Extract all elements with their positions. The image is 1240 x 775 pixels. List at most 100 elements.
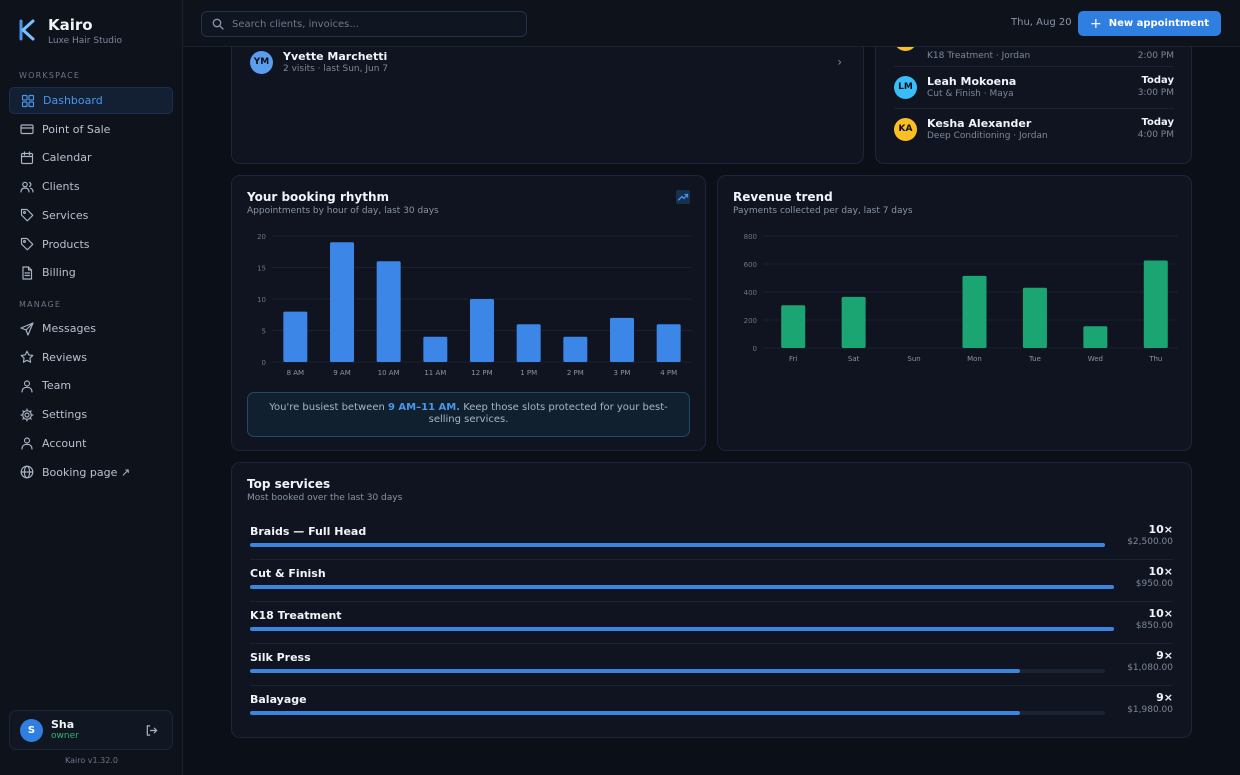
user-role: owner [51, 731, 79, 741]
sidebar-item-messages[interactable]: Messages [9, 315, 173, 342]
busiest-insight: You're busiest between 9 AM–11 AM. Keep … [247, 392, 690, 437]
appointment-day: Today [1141, 75, 1174, 86]
top-services-title: Top services [247, 477, 331, 491]
booking-rhythm-subtitle: Appointments by hour of day, last 30 day… [247, 206, 439, 216]
sidebar-item-label: Services [42, 208, 89, 222]
sidebar-item-booking-page[interactable]: Booking page ↗ [9, 459, 173, 486]
sidebar-item-account[interactable]: Account [9, 430, 173, 457]
service-revenue: $2,500.00 [1127, 537, 1173, 547]
appointment-service: K18 Treatment · Jordan [927, 51, 1031, 61]
bar[interactable] [283, 311, 308, 362]
divider [250, 685, 1173, 686]
tag-icon [20, 237, 34, 251]
user-card[interactable]: S Sha owner [9, 710, 173, 750]
y-tick-label: 400 [744, 289, 757, 297]
logout-icon[interactable] [145, 724, 158, 737]
appointment-client: Leah Mokoena [927, 74, 1017, 88]
sidebar-item-dashboard[interactable]: Dashboard [9, 87, 173, 114]
globe-icon [20, 465, 34, 479]
appointment-day: Today [1141, 117, 1174, 128]
chevron-right-icon: › [837, 55, 842, 69]
star-icon [20, 350, 34, 364]
service-row[interactable]: Braids — Full Head 10× $2,500.00 [250, 521, 1173, 563]
service-row[interactable]: Balayage 9× $1,980.00 [250, 689, 1173, 731]
top-services-card: Top services Most booked over the last 3… [231, 462, 1192, 738]
sidebar-item-label: Calendar [42, 151, 92, 165]
topbar: Thu, Aug 20 + New appointment [183, 0, 1240, 47]
service-bar-track [250, 669, 1105, 673]
y-tick-label: 15 [257, 265, 266, 273]
service-row[interactable]: Silk Press 9× $1,080.00 [250, 647, 1173, 689]
service-row[interactable]: Cut & Finish 10× $950.00 [250, 563, 1173, 605]
x-tick-label: 3 PM [614, 369, 631, 377]
x-tick-label: 11 AM [424, 369, 446, 377]
sidebar-item-calendar[interactable]: Calendar [9, 144, 173, 171]
service-row[interactable]: K18 Treatment 10× $850.00 [250, 605, 1173, 647]
service-bar-fill [250, 585, 1114, 589]
bar[interactable] [1083, 326, 1108, 348]
sidebar-item-point-of-sale[interactable]: Point of Sale [9, 116, 173, 143]
x-tick-label: 12 PM [471, 369, 492, 377]
bar[interactable] [656, 324, 681, 362]
service-count: 10× [1148, 607, 1173, 620]
client-avatar: YM [250, 50, 273, 74]
bar[interactable] [1143, 260, 1168, 349]
search-box[interactable] [201, 11, 527, 37]
new-appointment-label: New appointment [1108, 18, 1209, 29]
sidebar-item-label: Products [42, 237, 90, 251]
bar[interactable] [781, 305, 806, 348]
sidebar-item-clients[interactable]: Clients [9, 173, 173, 200]
new-appointment-button[interactable]: + New appointment [1078, 11, 1221, 36]
sidebar-item-label: Account [42, 436, 87, 450]
service-bar-track [250, 711, 1105, 715]
y-tick-label: 20 [257, 233, 266, 241]
client-name: Yvette Marchetti [283, 49, 388, 63]
user-icon [20, 436, 34, 450]
client-row[interactable]: YM Yvette Marchetti 2 visits · last Sun,… [250, 49, 846, 75]
search-icon [212, 18, 224, 30]
x-tick-label: 10 AM [378, 369, 400, 377]
search-input[interactable] [232, 18, 522, 30]
sidebar-item-reviews[interactable]: Reviews [9, 344, 173, 371]
bar[interactable] [423, 336, 448, 362]
service-name: Balayage [250, 693, 307, 706]
sidebar-item-settings[interactable]: Settings [9, 401, 173, 428]
app-version: Kairo v1.32.0 [65, 756, 118, 765]
bar[interactable] [376, 261, 401, 362]
gear-icon [20, 408, 34, 422]
logo-icon [19, 19, 35, 41]
bar[interactable] [470, 299, 494, 362]
service-bar-fill [250, 711, 1020, 715]
sidebar-item-label: Clients [42, 180, 80, 194]
sidebar-item-products[interactable]: Products [9, 231, 173, 258]
x-tick-label: 4 PM [660, 369, 677, 377]
bar[interactable] [330, 242, 354, 362]
sidebar-item-billing[interactable]: Billing [9, 259, 173, 286]
bar[interactable] [962, 275, 987, 348]
revenue-trend-card: Revenue trend Payments collected per day… [717, 175, 1192, 451]
avatar: S [20, 718, 43, 742]
sidebar-item-team[interactable]: Team [9, 372, 173, 399]
tag-icon [20, 208, 34, 222]
appointment-client: Kesha Alexander [927, 116, 1032, 130]
bar[interactable] [563, 336, 588, 362]
booking-rhythm-title: Your booking rhythm [247, 190, 390, 204]
service-revenue: $850.00 [1135, 621, 1173, 631]
insight-text-post: Keep those slots protected for your best… [428, 402, 668, 425]
sidebar-item-services[interactable]: Services [9, 202, 173, 229]
x-tick-label: Fri [789, 355, 797, 363]
trending-up-icon[interactable] [676, 190, 690, 204]
users-icon [20, 180, 34, 194]
brand[interactable]: Kairo Luxe Hair Studio [18, 16, 122, 47]
appointment-row[interactable]: LM Leah Mokoena Cut & Finish · Maya Today 3:… [894, 67, 1174, 107]
bar[interactable] [516, 324, 541, 362]
x-tick-label: 9 AM [333, 369, 351, 377]
bar[interactable] [610, 317, 634, 362]
bar[interactable] [1022, 287, 1047, 348]
service-revenue: $1,080.00 [1127, 663, 1173, 673]
appointment-row[interactable]: KA Kesha Alexander Deep Conditioning · Jor… [894, 109, 1174, 149]
bar[interactable] [841, 296, 866, 348]
x-tick-label: Thu [1148, 355, 1162, 363]
x-tick-label: 2 PM [567, 369, 584, 377]
grid-icon [21, 94, 35, 108]
